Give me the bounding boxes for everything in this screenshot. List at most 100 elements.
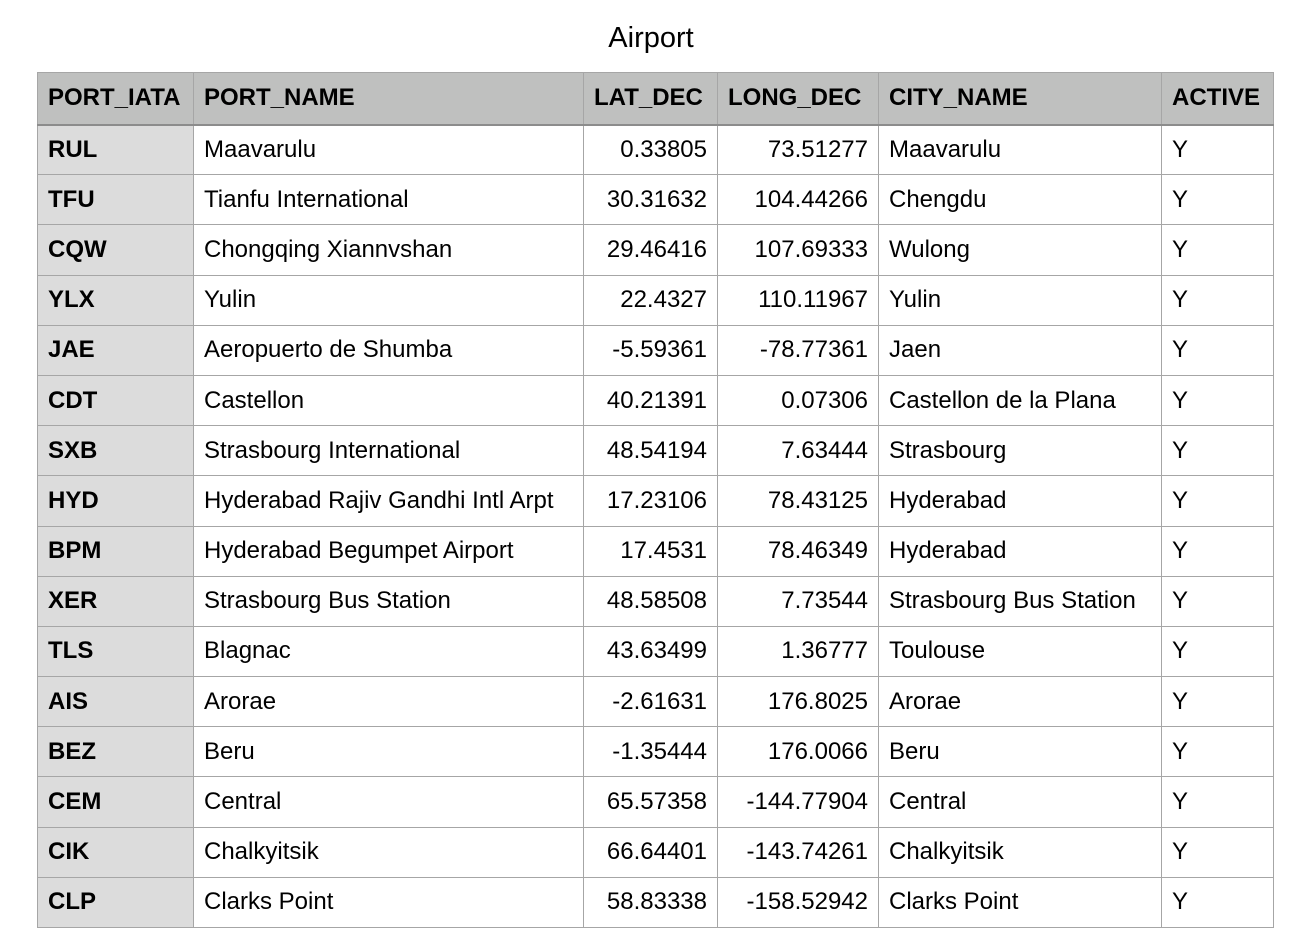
cell-port-iata[interactable]: AIS [37, 676, 194, 728]
cell-lat-dec[interactable]: 43.63499 [583, 625, 718, 678]
cell-active[interactable]: Y [1161, 374, 1274, 427]
cell-city-name[interactable]: Strasbourg [878, 425, 1162, 477]
cell-active[interactable]: Y [1161, 324, 1274, 376]
cell-port-name[interactable]: Maavarulu [193, 123, 584, 176]
cell-port-iata[interactable]: CQW [37, 224, 194, 276]
cell-port-iata[interactable]: TLS [37, 625, 194, 678]
cell-lat-dec[interactable]: 66.64401 [583, 826, 718, 878]
cell-port-iata[interactable]: CLP [37, 876, 194, 929]
cell-active[interactable]: Y [1161, 274, 1274, 326]
cell-lat-dec[interactable]: 48.58508 [583, 575, 718, 627]
cell-active[interactable]: Y [1161, 776, 1274, 828]
cell-port-iata[interactable]: BPM [37, 525, 194, 577]
cell-active[interactable]: Y [1161, 876, 1274, 929]
cell-city-name[interactable]: Hyderabad [878, 475, 1162, 527]
cell-long-dec[interactable]: 176.0066 [717, 726, 879, 778]
column-header-port-iata[interactable]: PORT_IATA [37, 72, 194, 126]
cell-long-dec[interactable]: -144.77904 [717, 776, 879, 828]
cell-port-name[interactable]: Hyderabad Begumpet Airport [193, 525, 584, 577]
cell-active[interactable]: Y [1161, 625, 1274, 678]
cell-port-name[interactable]: Hyderabad Rajiv Gandhi Intl Arpt [193, 475, 584, 527]
cell-long-dec[interactable]: 7.73544 [717, 575, 879, 627]
cell-long-dec[interactable]: -143.74261 [717, 826, 879, 878]
cell-port-name[interactable]: Central [193, 776, 584, 828]
cell-port-iata[interactable]: YLX [37, 274, 194, 326]
cell-port-iata[interactable]: HYD [37, 475, 194, 527]
cell-city-name[interactable]: Clarks Point [878, 876, 1162, 929]
cell-port-name[interactable]: Chalkyitsik [193, 826, 584, 878]
cell-port-iata[interactable]: RUL [37, 123, 194, 176]
cell-lat-dec[interactable]: 40.21391 [583, 374, 718, 427]
cell-port-iata[interactable]: JAE [37, 324, 194, 376]
cell-port-name[interactable]: Yulin [193, 274, 584, 326]
cell-lat-dec[interactable]: 29.46416 [583, 224, 718, 276]
cell-long-dec[interactable]: -158.52942 [717, 876, 879, 929]
cell-active[interactable]: Y [1161, 224, 1274, 276]
cell-city-name[interactable]: Hyderabad [878, 525, 1162, 577]
cell-port-name[interactable]: Arorae [193, 676, 584, 728]
cell-long-dec[interactable]: -78.77361 [717, 324, 879, 376]
cell-port-iata[interactable]: SXB [37, 425, 194, 477]
cell-long-dec[interactable]: 1.36777 [717, 625, 879, 678]
cell-city-name[interactable]: Maavarulu [878, 123, 1162, 176]
cell-port-iata[interactable]: CDT [37, 374, 194, 427]
cell-lat-dec[interactable]: 30.31632 [583, 174, 718, 226]
column-header-city-name[interactable]: CITY_NAME [878, 72, 1162, 126]
cell-long-dec[interactable]: 176.8025 [717, 676, 879, 728]
cell-port-name[interactable]: Strasbourg International [193, 425, 584, 477]
cell-city-name[interactable]: Chengdu [878, 174, 1162, 226]
cell-long-dec[interactable]: 0.07306 [717, 374, 879, 427]
cell-port-iata[interactable]: XER [37, 575, 194, 627]
cell-active[interactable]: Y [1161, 475, 1274, 527]
cell-city-name[interactable]: Yulin [878, 274, 1162, 326]
cell-active[interactable]: Y [1161, 726, 1274, 778]
cell-long-dec[interactable]: 110.11967 [717, 274, 879, 326]
cell-port-name[interactable]: Tianfu International [193, 174, 584, 226]
cell-long-dec[interactable]: 78.43125 [717, 475, 879, 527]
column-header-active[interactable]: ACTIVE [1161, 72, 1274, 126]
cell-port-iata[interactable]: CEM [37, 776, 194, 828]
cell-lat-dec[interactable]: -5.59361 [583, 324, 718, 376]
cell-lat-dec[interactable]: 17.23106 [583, 475, 718, 527]
cell-long-dec[interactable]: 7.63444 [717, 425, 879, 477]
cell-city-name[interactable]: Central [878, 776, 1162, 828]
column-header-long-dec[interactable]: LONG_DEC [717, 72, 879, 126]
cell-port-name[interactable]: Castellon [193, 374, 584, 427]
cell-lat-dec[interactable]: -2.61631 [583, 676, 718, 728]
cell-active[interactable]: Y [1161, 575, 1274, 627]
cell-active[interactable]: Y [1161, 123, 1274, 176]
cell-long-dec[interactable]: 104.44266 [717, 174, 879, 226]
cell-active[interactable]: Y [1161, 425, 1274, 477]
cell-port-iata[interactable]: BEZ [37, 726, 194, 778]
cell-port-name[interactable]: Aeropuerto de Shumba [193, 324, 584, 376]
cell-city-name[interactable]: Wulong [878, 224, 1162, 276]
cell-active[interactable]: Y [1161, 676, 1274, 728]
cell-city-name[interactable]: Beru [878, 726, 1162, 778]
cell-lat-dec[interactable]: -1.35444 [583, 726, 718, 778]
cell-city-name[interactable]: Strasbourg Bus Station [878, 575, 1162, 627]
cell-lat-dec[interactable]: 65.57358 [583, 776, 718, 828]
cell-port-name[interactable]: Blagnac [193, 625, 584, 678]
cell-port-iata[interactable]: CIK [37, 826, 194, 878]
cell-long-dec[interactable]: 73.51277 [717, 123, 879, 176]
cell-long-dec[interactable]: 78.46349 [717, 525, 879, 577]
cell-port-name[interactable]: Beru [193, 726, 584, 778]
cell-lat-dec[interactable]: 48.54194 [583, 425, 718, 477]
column-header-port-name[interactable]: PORT_NAME [193, 72, 584, 126]
cell-active[interactable]: Y [1161, 826, 1274, 878]
cell-port-iata[interactable]: TFU [37, 174, 194, 226]
cell-lat-dec[interactable]: 0.33805 [583, 123, 718, 176]
cell-long-dec[interactable]: 107.69333 [717, 224, 879, 276]
cell-lat-dec[interactable]: 22.4327 [583, 274, 718, 326]
cell-city-name[interactable]: Jaen [878, 324, 1162, 376]
cell-city-name[interactable]: Arorae [878, 676, 1162, 728]
cell-city-name[interactable]: Castellon de la Plana [878, 374, 1162, 427]
cell-port-name[interactable]: Strasbourg Bus Station [193, 575, 584, 627]
cell-active[interactable]: Y [1161, 174, 1274, 226]
cell-lat-dec[interactable]: 17.4531 [583, 525, 718, 577]
cell-port-name[interactable]: Clarks Point [193, 876, 584, 929]
column-header-lat-dec[interactable]: LAT_DEC [583, 72, 718, 126]
cell-active[interactable]: Y [1161, 525, 1274, 577]
cell-city-name[interactable]: Chalkyitsik [878, 826, 1162, 878]
cell-city-name[interactable]: Toulouse [878, 625, 1162, 678]
